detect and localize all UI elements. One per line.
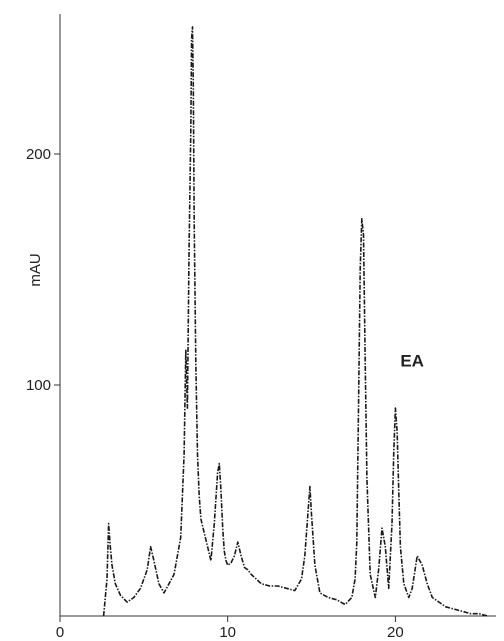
annotations: EA [400, 352, 424, 371]
plot-area [102, 26, 488, 617]
y-axis-title-group: mAU [27, 253, 44, 286]
y-axis-title: mAU [27, 253, 44, 286]
peak-label: EA [400, 352, 424, 371]
chromatogram-trace [102, 26, 488, 617]
x-tick-label: 20 [387, 624, 404, 641]
y-tick-label: 100 [26, 377, 51, 394]
axes: 100 200 0 10 20 [26, 14, 496, 641]
x-tick-label: 10 [219, 624, 236, 641]
x-tick-label: 0 [56, 624, 64, 641]
y-tick-label: 200 [26, 146, 51, 163]
